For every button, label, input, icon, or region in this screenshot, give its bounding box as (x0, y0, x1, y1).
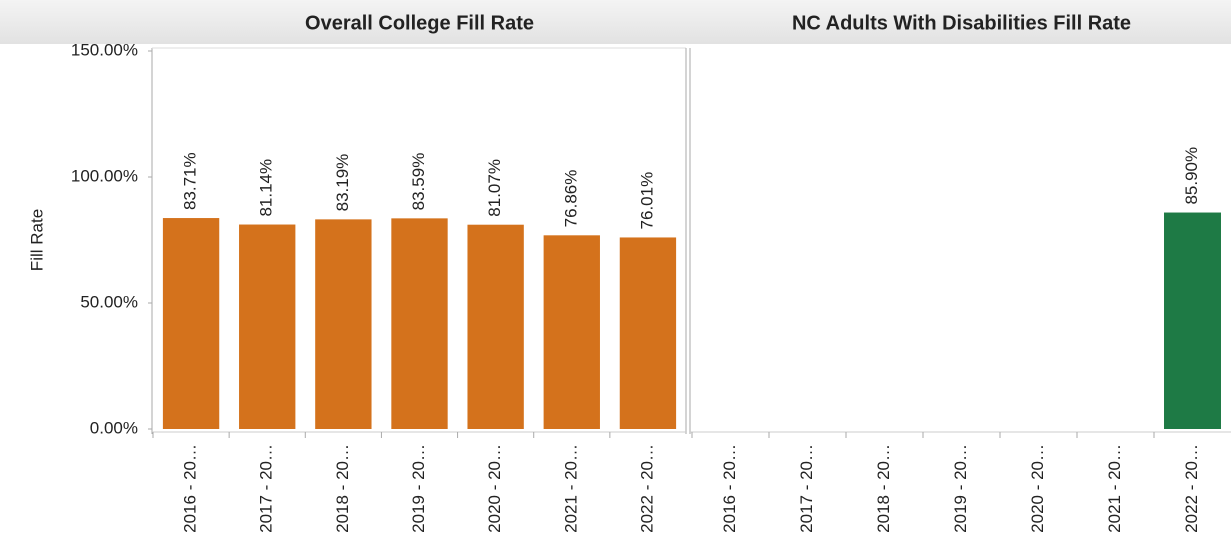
x-tick-label: 2020 - 20… (485, 444, 504, 533)
value-label: 76.01% (637, 172, 656, 230)
x-tick-label: 2018 - 20… (333, 444, 352, 533)
x-tick-label: 2022 - 20… (637, 444, 656, 533)
y-axis-label: Fill Rate (27, 209, 46, 271)
value-label: 81.07% (485, 159, 504, 217)
bar (391, 218, 448, 429)
header-band (0, 0, 1231, 44)
bar (315, 219, 372, 429)
value-label: 76.86% (561, 170, 580, 228)
bar (239, 224, 296, 429)
x-tick-label: 2021 - 20… (1105, 444, 1124, 533)
x-tick-label: 2016 - 20… (720, 444, 739, 533)
value-label: 83.19% (333, 154, 352, 212)
y-tick-label: 150.00% (71, 40, 138, 59)
x-tick-label: 2018 - 20… (874, 444, 893, 533)
x-tick-label: 2017 - 20… (797, 444, 816, 533)
x-tick-label: 2016 - 20… (181, 444, 200, 533)
x-tick-label: 2019 - 20… (409, 444, 428, 533)
x-tick-label: 2019 - 20… (951, 444, 970, 533)
panel-title: NC Adults With Disabilities Fill Rate (792, 12, 1131, 34)
bar (467, 224, 524, 429)
y-tick-label: 100.00% (71, 166, 138, 185)
value-label: 81.14% (257, 159, 276, 217)
y-tick-label: 50.00% (80, 292, 138, 311)
x-tick-label: 2022 - 20… (1182, 444, 1201, 533)
value-label: 85.90% (1182, 147, 1201, 205)
value-label: 83.59% (409, 153, 428, 211)
x-tick-label: 2021 - 20… (561, 444, 580, 533)
y-tick-label: 0.00% (90, 418, 138, 437)
bar (162, 218, 220, 429)
x-tick-label: 2017 - 20… (257, 444, 276, 533)
x-tick-label: 2020 - 20… (1028, 444, 1047, 533)
value-label: 83.71% (181, 152, 200, 210)
bar (619, 237, 677, 429)
panel-title: Overall College Fill Rate (305, 12, 534, 34)
bar (543, 235, 600, 429)
bar (1164, 212, 1221, 429)
